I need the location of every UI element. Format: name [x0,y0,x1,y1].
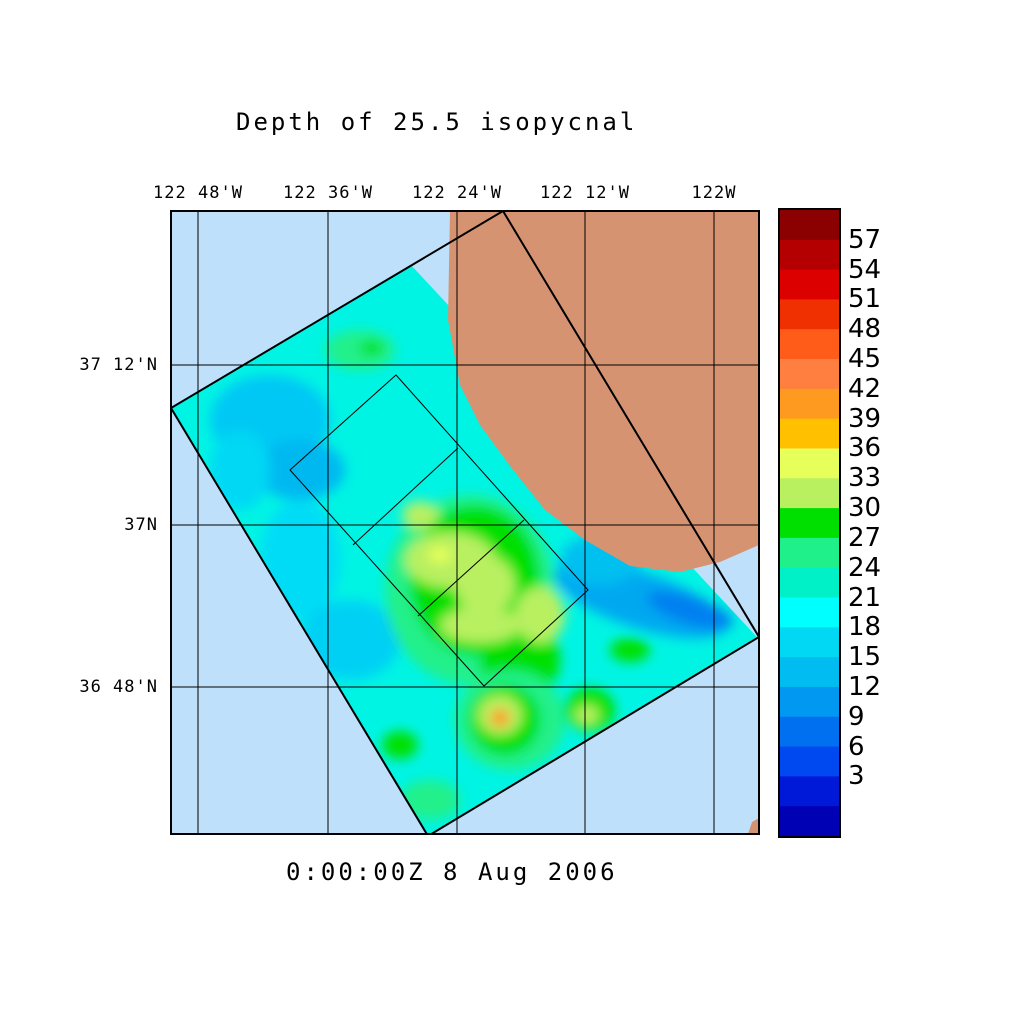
lon-tick-label: 122 12'W [540,183,630,203]
colorbar-label: 45 [848,344,882,375]
colorbar-swatch [780,478,839,509]
lon-tick-label: 122 48'W [153,183,243,203]
isopycnal-depth-field [171,266,757,834]
colorbar-label: 24 [848,552,882,583]
colorbar-label: 57 [848,224,882,255]
colorbar-swatch [780,776,839,807]
inner-grid-boxes [289,374,589,687]
colorbar-label: 36 [848,433,882,464]
lon-tick-label: 122W [691,183,737,203]
colorbar-swatch [780,508,839,539]
colorbar-swatch [780,448,839,479]
colorbar-swatch [780,269,839,300]
land-area [448,211,759,572]
colorbar-swatch [780,567,839,599]
colorbar-label: 27 [848,522,882,553]
colorbar-swatch [780,806,839,837]
colorbar-label: 15 [848,642,882,673]
lon-tick-label: 122 24'W [412,183,502,203]
model-domain-outline [171,211,759,834]
colorbar-swatch [780,657,839,688]
land-area [748,818,759,834]
lat-tick-label: 36 48'N [79,677,158,697]
graticule [171,211,759,834]
colorbar-swatch [780,239,839,271]
colorbar-swatch [780,329,839,360]
colorbar-swatch [780,597,839,628]
colorbar-swatch [780,686,839,718]
colorbar-swatch [780,627,839,658]
colorbar-swatch [780,418,839,449]
colorbar-swatch [780,359,839,390]
plot-frame [170,210,760,835]
colorbar-label: 18 [848,612,882,643]
colorbar-label: 9 [848,701,865,732]
timestamp: 0:00:00Z 8 Aug 2006 [286,858,618,886]
colorbar-swatch [780,716,839,748]
colorbar-swatch [780,299,839,330]
colorbar-swatch [780,388,839,420]
colorbar-label: 42 [848,373,882,404]
lat-tick-label: 37N [124,515,158,535]
colorbar-label: 51 [848,284,882,315]
colorbar-label: 12 [848,671,882,702]
colorbar-swatch [780,537,839,569]
lon-tick-label: 122 36'W [283,183,373,203]
colorbar-label: 54 [848,254,882,285]
colorbar-swatch [780,746,839,777]
colorbar-label: 21 [848,582,882,613]
map-title: Depth of 25.5 isopycnal [236,108,638,136]
colorbar-label: 6 [848,731,865,762]
colorbar-label: 39 [848,403,882,434]
colorbar [780,210,839,837]
lat-tick-label: 37 12'N [79,355,158,375]
colorbar-frame [778,208,841,838]
colorbar-swatch [780,210,839,241]
colorbar-label: 30 [848,493,882,524]
colorbar-label: 48 [848,314,882,345]
colorbar-label: 3 [848,761,865,792]
colorbar-label: 33 [848,463,882,494]
